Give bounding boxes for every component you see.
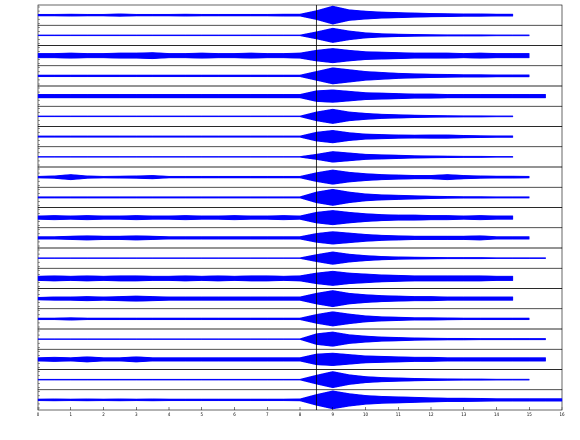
x-tick-label: 10 xyxy=(363,412,369,417)
waveform xyxy=(37,352,546,367)
waveform xyxy=(37,5,514,25)
waveform xyxy=(37,67,530,85)
x-tick-label: 1 xyxy=(69,412,72,417)
x-tick-label: 6 xyxy=(233,412,236,417)
x-tick-label: 2 xyxy=(102,412,105,417)
x-tick-label: 3 xyxy=(135,412,138,417)
x-tick-label: 16 xyxy=(559,412,565,417)
x-tick-label: 8 xyxy=(299,412,302,417)
waveform xyxy=(37,48,530,64)
x-tick-label: 9 xyxy=(331,412,334,417)
x-tick-label: 12 xyxy=(428,412,434,417)
x-tick-label: 11 xyxy=(396,412,402,417)
waveform xyxy=(37,169,530,185)
waveform xyxy=(37,89,546,103)
waveform xyxy=(37,210,514,226)
x-tick-label: 14 xyxy=(494,412,500,417)
x-tick-label: 5 xyxy=(200,412,203,417)
x-tick-label: 0 xyxy=(37,412,40,417)
waveform xyxy=(37,231,530,245)
waveform xyxy=(37,251,546,265)
waveform xyxy=(37,188,530,206)
x-tick-label: 7 xyxy=(266,412,269,417)
waveform xyxy=(37,390,563,410)
x-tick-label: 4 xyxy=(168,412,171,417)
x-tick-label: 13 xyxy=(461,412,467,417)
x-tick-label: 15 xyxy=(527,412,533,417)
waveform xyxy=(37,151,514,163)
waveform xyxy=(37,290,514,308)
waveform xyxy=(37,27,530,43)
waveform xyxy=(37,311,530,327)
waveform xyxy=(37,270,514,286)
waveform xyxy=(37,331,546,347)
waveform xyxy=(37,108,514,124)
waveform xyxy=(37,129,514,144)
waveform xyxy=(37,371,530,389)
